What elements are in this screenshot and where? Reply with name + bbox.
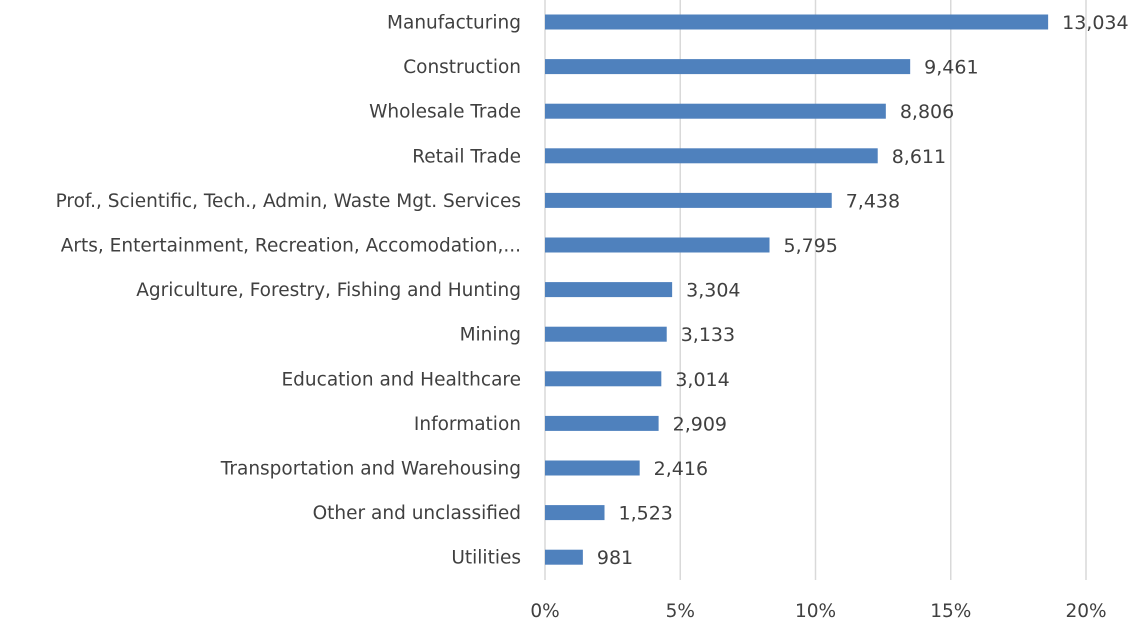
bar: [545, 103, 886, 119]
category-label: Utilities: [451, 548, 521, 569]
bar: [545, 59, 911, 75]
category-label: Agriculture, Forestry, Fishing and Hunti…: [136, 280, 521, 301]
data-label: 9,461: [924, 57, 978, 79]
data-label: 2,416: [654, 458, 708, 480]
bar: [545, 505, 605, 521]
category-label: Construction: [403, 57, 521, 78]
bar: [545, 371, 662, 387]
data-label: 2,909: [673, 413, 727, 435]
category-label: Other and unclassified: [313, 503, 521, 524]
x-tick-label: 10%: [795, 601, 836, 620]
bar: [545, 282, 673, 298]
bar: [545, 460, 640, 476]
x-axis-tick-labels: 0% 5% 10% 15% 20%: [530, 601, 1106, 622]
x-tick-label: 15%: [930, 601, 971, 620]
value-labels: 13,034 9,461 8,806 8,611 7,438 5,795 3,304 3,13…: [597, 12, 1129, 569]
data-label: 8,611: [892, 146, 946, 168]
data-label: 3,304: [686, 280, 740, 302]
category-label: Manufacturing: [387, 13, 521, 34]
data-label: 8,806: [900, 101, 954, 123]
category-label: Information: [414, 414, 521, 435]
data-label: 1,523: [619, 503, 673, 525]
data-label: 5,795: [784, 235, 838, 257]
data-label: 3,014: [675, 369, 729, 391]
category-label: Mining: [460, 325, 521, 346]
bar: [545, 148, 878, 164]
category-label: Education and Healthcare: [281, 369, 521, 390]
bar: [545, 192, 832, 208]
category-label: Prof., Scientific, Tech., Admin, Waste M…: [56, 191, 521, 212]
data-label: 981: [597, 547, 633, 569]
category-label: Wholesale Trade: [369, 102, 521, 123]
bar: [545, 549, 583, 565]
category-labels: Manufacturing Construction Wholesale Trade…: [56, 13, 521, 569]
bar: [545, 237, 770, 253]
data-label: 13,034: [1062, 12, 1128, 34]
category-label: Arts, Entertainment, Recreation, Accomod…: [61, 236, 521, 257]
category-label: Transportation and Warehousing: [220, 459, 521, 480]
x-tick-label: 0%: [530, 601, 559, 620]
data-label: 7,438: [846, 190, 900, 212]
bar: [545, 415, 659, 431]
gridlines: [544, 0, 1087, 580]
data-label: 3,133: [681, 324, 735, 346]
x-tick-label: 5%: [666, 601, 695, 620]
category-label: Retail Trade: [412, 146, 521, 167]
bar: [545, 326, 667, 342]
x-tick-label: 20%: [1065, 601, 1106, 620]
bars: [545, 14, 1049, 565]
bar: [545, 14, 1049, 30]
